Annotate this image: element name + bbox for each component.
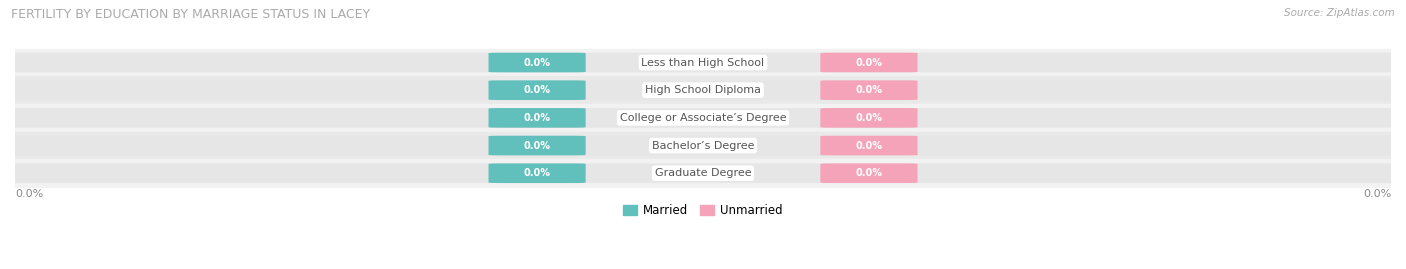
- Text: 0.0%: 0.0%: [523, 168, 551, 178]
- FancyBboxPatch shape: [820, 163, 918, 183]
- Text: FERTILITY BY EDUCATION BY MARRIAGE STATUS IN LACEY: FERTILITY BY EDUCATION BY MARRIAGE STATU…: [11, 8, 370, 21]
- Bar: [15, 49, 1391, 76]
- FancyBboxPatch shape: [3, 53, 1403, 72]
- FancyBboxPatch shape: [820, 80, 918, 100]
- Text: High School Diploma: High School Diploma: [645, 85, 761, 95]
- FancyBboxPatch shape: [820, 136, 918, 155]
- FancyBboxPatch shape: [488, 163, 586, 183]
- FancyBboxPatch shape: [3, 80, 1403, 100]
- Text: Source: ZipAtlas.com: Source: ZipAtlas.com: [1284, 8, 1395, 18]
- Text: 0.0%: 0.0%: [855, 168, 883, 178]
- Text: 0.0%: 0.0%: [15, 189, 44, 199]
- Bar: [15, 76, 1391, 104]
- FancyBboxPatch shape: [820, 53, 918, 72]
- Text: Bachelor’s Degree: Bachelor’s Degree: [652, 140, 754, 151]
- Text: 0.0%: 0.0%: [523, 113, 551, 123]
- FancyBboxPatch shape: [488, 136, 586, 155]
- Bar: [15, 104, 1391, 132]
- FancyBboxPatch shape: [488, 53, 586, 72]
- Text: 0.0%: 0.0%: [1362, 189, 1391, 199]
- Text: 0.0%: 0.0%: [523, 85, 551, 95]
- Text: 0.0%: 0.0%: [855, 140, 883, 151]
- Bar: [15, 160, 1391, 187]
- Text: 0.0%: 0.0%: [855, 58, 883, 68]
- FancyBboxPatch shape: [488, 108, 586, 128]
- Legend: Married, Unmarried: Married, Unmarried: [619, 200, 787, 222]
- Text: 0.0%: 0.0%: [855, 113, 883, 123]
- Text: College or Associate’s Degree: College or Associate’s Degree: [620, 113, 786, 123]
- FancyBboxPatch shape: [488, 80, 586, 100]
- FancyBboxPatch shape: [820, 108, 918, 128]
- Text: 0.0%: 0.0%: [523, 58, 551, 68]
- FancyBboxPatch shape: [3, 163, 1403, 183]
- Text: 0.0%: 0.0%: [523, 140, 551, 151]
- FancyBboxPatch shape: [3, 136, 1403, 155]
- Bar: [15, 132, 1391, 160]
- FancyBboxPatch shape: [3, 108, 1403, 128]
- Text: 0.0%: 0.0%: [855, 85, 883, 95]
- Text: Less than High School: Less than High School: [641, 58, 765, 68]
- Text: Graduate Degree: Graduate Degree: [655, 168, 751, 178]
